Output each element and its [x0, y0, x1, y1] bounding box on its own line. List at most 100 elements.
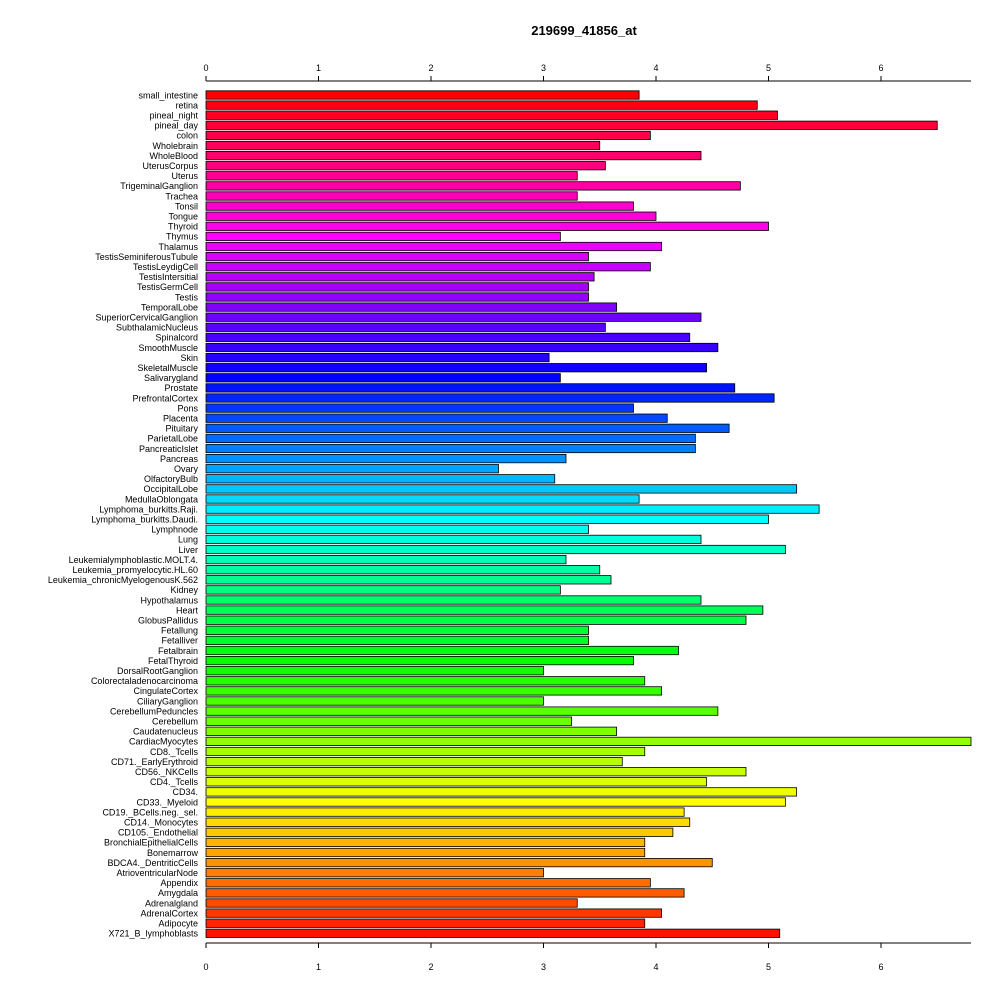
bar	[205, 645, 679, 656]
bar	[205, 656, 634, 666]
category-label: SubthalamicNucleus	[116, 323, 199, 333]
category-label: Prostate	[164, 383, 198, 393]
top-axis-tick-label: 5	[766, 63, 771, 73]
bottom-axis-tick-label: 1	[316, 962, 321, 972]
category-label: Amygdala	[158, 888, 198, 898]
bar	[205, 807, 685, 817]
bar	[205, 100, 758, 110]
category-label: Wholebrain	[152, 141, 198, 151]
bar	[205, 706, 719, 716]
top-axis-tick-label: 0	[203, 63, 208, 73]
bar	[205, 494, 640, 504]
bar	[205, 686, 663, 696]
category-label: small_intestine	[138, 90, 198, 100]
category-label: BDCA4._DentriticCells	[107, 858, 198, 868]
category-label: SkeletalMuscle	[137, 363, 198, 373]
category-label: Trachea	[165, 191, 198, 201]
bar	[205, 696, 544, 706]
category-label: DorsalRootGanglion	[117, 666, 198, 676]
bar	[205, 110, 778, 120]
bar	[205, 908, 663, 918]
category-label: WholeBlood	[149, 151, 198, 161]
category-label: CD14._Monocytes	[124, 818, 199, 828]
category-label: TemporalLobe	[141, 302, 198, 312]
category-label: Colorectaladenocarcinoma	[91, 676, 198, 686]
axes: 0 1 2 3 4 5 6 0 1 2 3 4 5 6	[203, 63, 971, 972]
bar	[205, 312, 702, 322]
bar	[205, 777, 708, 787]
bar	[205, 625, 589, 635]
category-labels: small_intestineretinapineal_nightpineal_…	[48, 90, 199, 938]
category-label: Lung	[178, 535, 198, 545]
category-label: Appendix	[160, 878, 198, 888]
bar	[205, 231, 561, 241]
category-label: CerebellumPeduncles	[110, 706, 199, 716]
bar	[205, 140, 601, 151]
category-label: CD105._Endothelial	[118, 828, 198, 838]
category-label: ParietalLobe	[147, 434, 198, 444]
category-label: PrefrontalCortex	[132, 393, 198, 403]
category-label: Leukemia_chronicMyelogenousK.562	[48, 575, 198, 585]
bar	[205, 221, 769, 231]
category-label: Thymus	[166, 232, 199, 242]
category-label: Fetallung	[161, 626, 198, 636]
top-axis-tick-label: 2	[428, 63, 433, 73]
category-label: Ovary	[174, 464, 199, 474]
category-label: Kidney	[170, 585, 198, 595]
category-label: Adipocyte	[158, 919, 198, 929]
bar	[205, 211, 657, 221]
category-label: Fetalliver	[161, 636, 198, 646]
category-label: retina	[175, 100, 198, 110]
category-label: Pancreas	[160, 454, 199, 464]
bar	[205, 161, 606, 171]
bar	[205, 120, 938, 130]
category-label: Cerebellum	[152, 717, 198, 727]
category-label: TestisLeydigCell	[133, 262, 198, 272]
category-label: MedullaOblongata	[125, 494, 198, 504]
bar	[205, 716, 573, 726]
bar	[205, 595, 702, 605]
bar	[205, 817, 691, 827]
bar	[205, 524, 589, 534]
bar	[205, 322, 606, 332]
bar	[205, 787, 798, 797]
bar	[205, 484, 798, 494]
category-label: OlfactoryBulb	[144, 474, 198, 484]
category-label: SmoothMuscle	[138, 343, 198, 353]
category-label: Placenta	[163, 414, 198, 424]
bar	[205, 393, 775, 403]
category-label: TestisIntersitial	[139, 272, 198, 282]
category-label: TestisGermCell	[137, 282, 198, 292]
bar	[205, 837, 646, 848]
category-label: Hypothalamus	[140, 595, 198, 605]
category-label: Bonemarrow	[147, 848, 199, 858]
bar	[205, 847, 646, 858]
bar	[205, 565, 601, 575]
bar	[205, 878, 651, 888]
top-axis-tick-label: 6	[878, 63, 883, 73]
category-label: Thalamus	[158, 242, 198, 252]
category-label: Pituitary	[165, 424, 198, 434]
bottom-axis-tick-label: 2	[428, 962, 433, 972]
category-label: BronchialEpithelialCells	[104, 838, 199, 848]
category-label: AdrenalCortex	[140, 908, 198, 918]
chart-title: 219699_41856_at	[531, 23, 637, 38]
category-label: Lymphoma_burkitts.Daudi.	[91, 515, 198, 525]
bar	[205, 292, 589, 302]
category-label: pineal_day	[154, 121, 198, 131]
bar	[205, 474, 556, 484]
category-label: Leukemialymphoblastic.MOLT.4.	[69, 555, 198, 565]
category-label: FetalThyroid	[148, 656, 198, 666]
bar	[205, 181, 741, 191]
category-label: CD33._Myeloid	[136, 797, 198, 807]
bar	[205, 585, 561, 595]
bar	[205, 171, 578, 181]
category-label: Testis	[175, 292, 199, 302]
bar	[205, 191, 578, 201]
bar	[205, 666, 544, 676]
category-label: CardiacMyocytes	[129, 737, 199, 747]
category-label: Leukemia_promyelocytic.HL.60	[72, 565, 198, 575]
category-label: X721_B_lymphoblasts	[108, 929, 198, 939]
category-label: Lymphoma_burkitts.Raji.	[99, 504, 198, 514]
